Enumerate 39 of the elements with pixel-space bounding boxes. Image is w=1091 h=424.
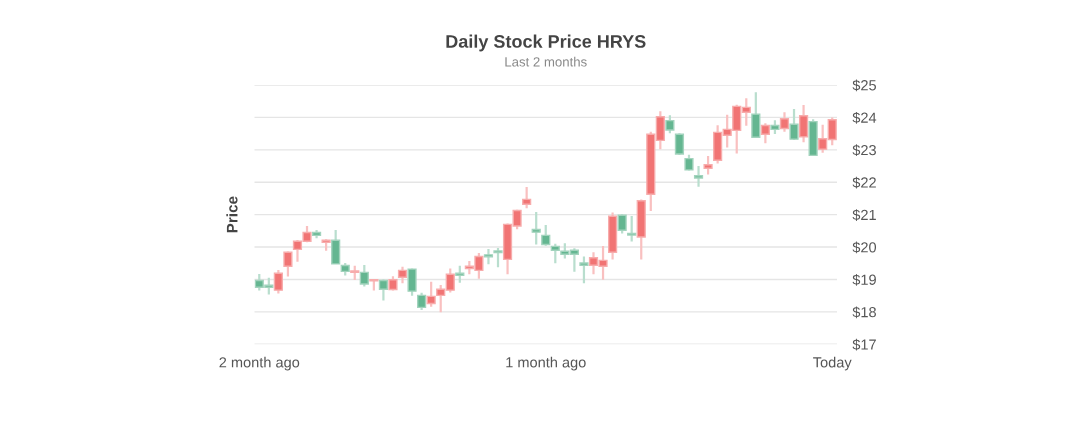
y-tick-label: $23 xyxy=(852,144,876,157)
chart-subtitle: Last 2 months xyxy=(505,56,587,67)
candlestick xyxy=(483,247,494,266)
candlestick xyxy=(331,228,341,266)
y-tick-label: $21 xyxy=(852,209,876,221)
x-tick-label: 2 month ago xyxy=(219,356,300,371)
candlestick xyxy=(541,223,551,247)
candlestick xyxy=(760,122,770,145)
x-tick-label: Today xyxy=(813,356,852,371)
y-tick-label: $18 xyxy=(852,306,876,319)
candlestick xyxy=(751,91,761,139)
candlestick xyxy=(617,213,627,235)
chart-title: Daily Stock Price HRYS xyxy=(446,34,646,52)
y-tick-label: $20 xyxy=(852,241,877,254)
candlestick xyxy=(798,103,809,144)
y-tick-label: $24 xyxy=(852,111,877,124)
candlestick xyxy=(407,267,417,297)
candlestick xyxy=(359,263,369,288)
y-tick-label: $25 xyxy=(852,79,876,92)
candlestick xyxy=(789,107,799,142)
candlestick xyxy=(426,280,436,308)
candlestick xyxy=(627,214,637,243)
candlestick xyxy=(693,164,704,188)
candlestick xyxy=(665,114,675,135)
candlestick xyxy=(779,111,790,133)
candlestick xyxy=(273,268,283,295)
candlestick xyxy=(579,255,589,285)
candlestick xyxy=(703,154,713,176)
y-tick-label: $19 xyxy=(852,273,876,286)
y-tick-label: $17 xyxy=(852,338,876,351)
y-tick-label: $22 xyxy=(852,176,876,189)
candlestick xyxy=(493,246,503,269)
candlestick xyxy=(378,278,389,302)
candlestick xyxy=(522,185,532,210)
candlestick xyxy=(531,210,541,246)
candlestick xyxy=(550,242,560,265)
candlestick xyxy=(283,250,293,278)
y-axis-title: Price xyxy=(226,196,238,233)
x-tick-label: 1 month ago xyxy=(506,356,586,371)
